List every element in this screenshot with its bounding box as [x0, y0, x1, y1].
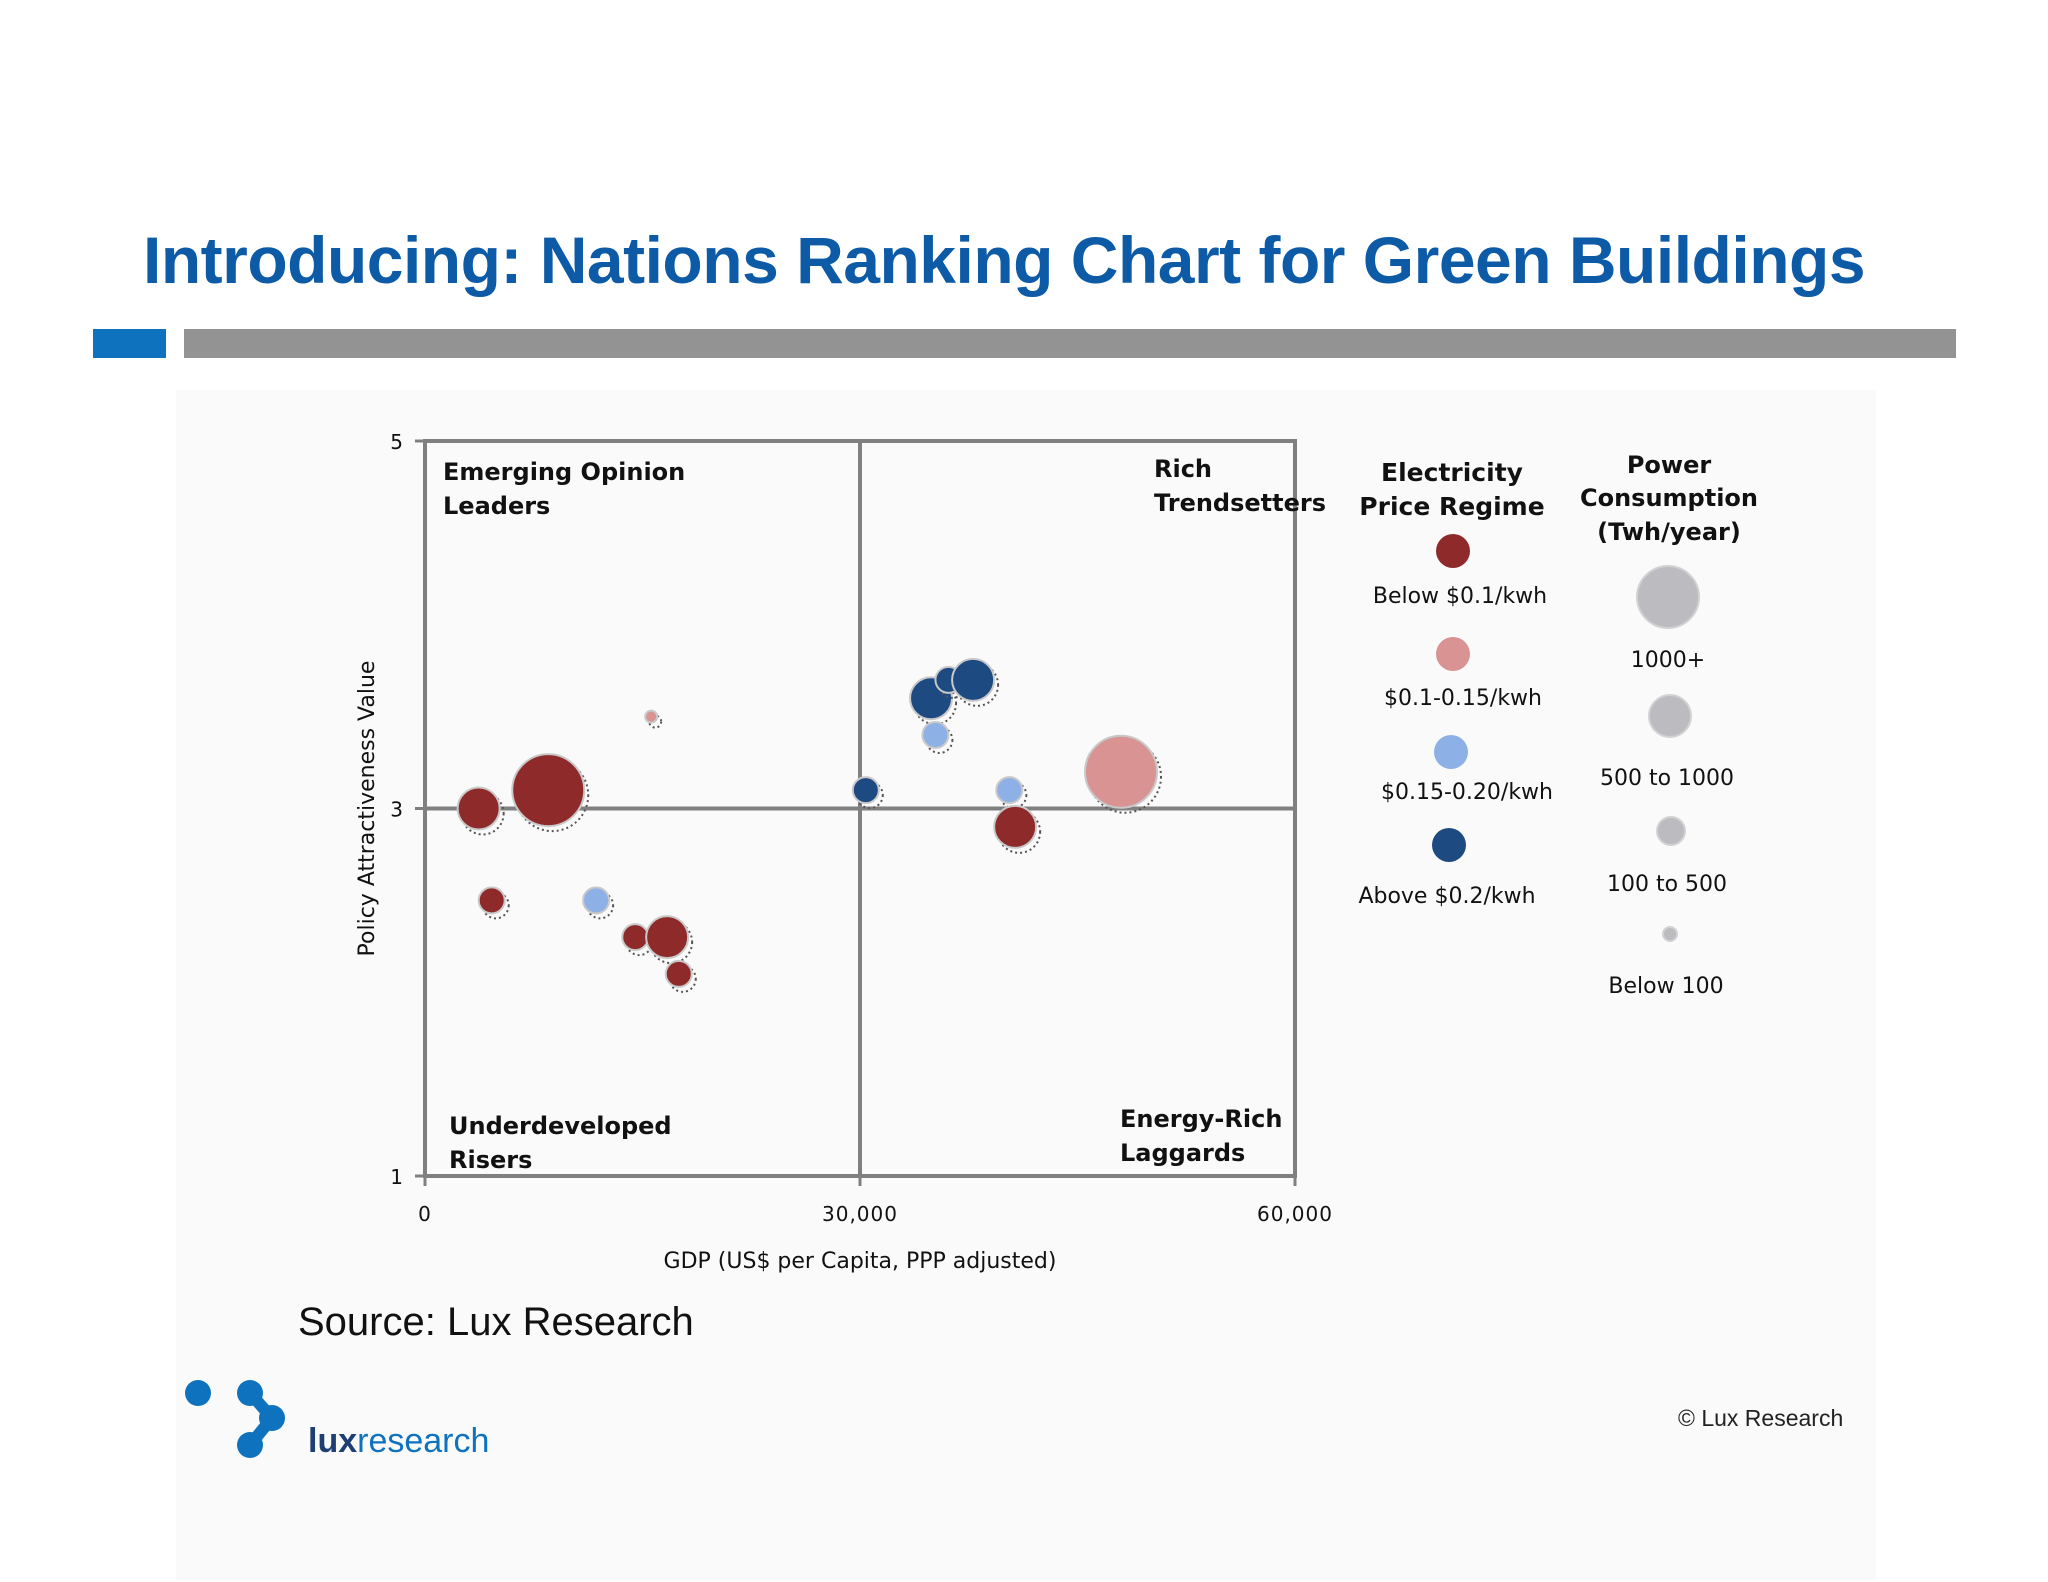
legend: Electricity Price Regime Below $0.1/kwh $0.… [1358, 451, 1758, 999]
size-legend-title-line1: Power [1627, 451, 1712, 479]
price-legend-swatch-1 [1436, 637, 1470, 671]
bubble-point [582, 886, 611, 915]
bubble-point [511, 753, 586, 828]
bubble-point [951, 657, 996, 702]
bubble-14 [993, 804, 1042, 854]
size-legend-swatch-1 [1648, 694, 1692, 738]
size-legend-label-1: 500 to 1000 [1600, 766, 1734, 791]
price-legend-label-2: $0.15-0.20/kwh [1381, 780, 1553, 805]
y-tick-label: 3 [390, 798, 403, 822]
title-accent-bar [93, 329, 166, 358]
logo-rest-text: research [357, 1422, 490, 1460]
x-tick-label: 0 [418, 1202, 432, 1226]
lux-logo-icon [185, 1380, 285, 1458]
bubble-shadow [1088, 739, 1162, 814]
y-tick-label: 5 [390, 430, 403, 454]
logo-bold-text: lux [308, 1422, 358, 1460]
bubble-point [993, 804, 1038, 849]
title-underline-bar [184, 329, 1956, 358]
quadrant-label-underdeveloped-risers-line2: Risers [449, 1146, 532, 1174]
bubble-shadow [515, 758, 590, 833]
quadrant-label-underdeveloped-risers-line1: Underdeveloped [449, 1112, 672, 1140]
size-legend-title-line3: (Twh/year) [1597, 518, 1741, 546]
bubble-point [1084, 734, 1158, 809]
size-legend-label-0: 1000+ [1631, 648, 1705, 673]
bubble-shadow [648, 714, 663, 729]
bubble-11 [951, 657, 1000, 707]
size-legend-title-line2: Consumption [1580, 484, 1758, 512]
source-note: Source: Lux Research [298, 1300, 694, 1344]
quadrant-label-rich-trendsetters-line2: Trendsetters [1154, 489, 1326, 517]
bubble-4 [582, 886, 615, 920]
plot-area: 1 3 5 0 30,000 60,000 GDP (US$ per Capita, PPP… [355, 430, 1333, 1274]
bubble-point [644, 709, 659, 724]
bubble-15 [1084, 734, 1162, 814]
price-legend-swatch-0 [1436, 534, 1470, 568]
bubble-point [621, 923, 650, 952]
bubble-12 [921, 721, 954, 754]
bubble-point [851, 776, 880, 805]
bubble-point [645, 915, 690, 960]
bubble-point [477, 886, 506, 915]
quadrant-label-energy-rich-laggards-line2: Laggards [1120, 1139, 1245, 1167]
x-axis-label: GDP (US$ per Capita, PPP adjusted) [664, 1249, 1057, 1274]
bubble-6 [645, 915, 694, 965]
bubble-0 [456, 786, 505, 836]
bubble-2 [644, 709, 663, 729]
logo-wordmark: luxresearch [308, 1422, 489, 1461]
chart-panel [176, 390, 1876, 1580]
page-title: Introducing: Nations Ranking Chart for G… [143, 223, 1866, 297]
price-legend-label-3: Above $0.2/kwh [1358, 884, 1535, 909]
price-legend-label-0: Below $0.1/kwh [1373, 584, 1547, 609]
bubble-8 [851, 776, 884, 810]
size-legend-swatch-2 [1656, 816, 1686, 846]
price-legend-swatch-3 [1432, 828, 1466, 862]
y-axis-label: Policy Attractiveness Value [355, 661, 380, 957]
bubble-point [456, 786, 501, 831]
size-legend-label-3: Below 100 [1608, 974, 1723, 999]
bubble-1 [511, 753, 590, 833]
copyright-note: © Lux Research [1678, 1405, 1844, 1431]
price-legend-label-1: $0.1-0.15/kwh [1384, 686, 1542, 711]
size-legend-label-2: 100 to 500 [1607, 872, 1727, 897]
x-tick-label: 30,000 [822, 1202, 898, 1226]
size-legend-swatch-3 [1662, 926, 1678, 942]
price-legend-title-line1: Electricity [1381, 458, 1523, 487]
price-legend-swatch-2 [1434, 735, 1468, 769]
quadrant-label-energy-rich-laggards-line1: Energy-Rich [1120, 1105, 1282, 1133]
bubble-point [664, 959, 693, 988]
x-tick-label: 60,000 [1257, 1202, 1333, 1226]
bubble-13 [995, 776, 1028, 810]
size-legend-swatch-0 [1636, 565, 1700, 629]
quadrant-label-emerging-opinion-leaders-line1: Emerging Opinion [443, 458, 685, 486]
y-tick-label: 1 [390, 1165, 403, 1189]
quadrant-label-emerging-opinion-leaders-line2: Leaders [443, 492, 550, 520]
bubble-3 [477, 886, 510, 920]
bubble-point [921, 721, 950, 749]
price-legend-title-line2: Price Regime [1359, 492, 1544, 521]
bubble-point [995, 776, 1024, 805]
quadrant-label-rich-trendsetters-line1: Rich [1154, 455, 1212, 483]
bubble-7 [664, 959, 697, 993]
